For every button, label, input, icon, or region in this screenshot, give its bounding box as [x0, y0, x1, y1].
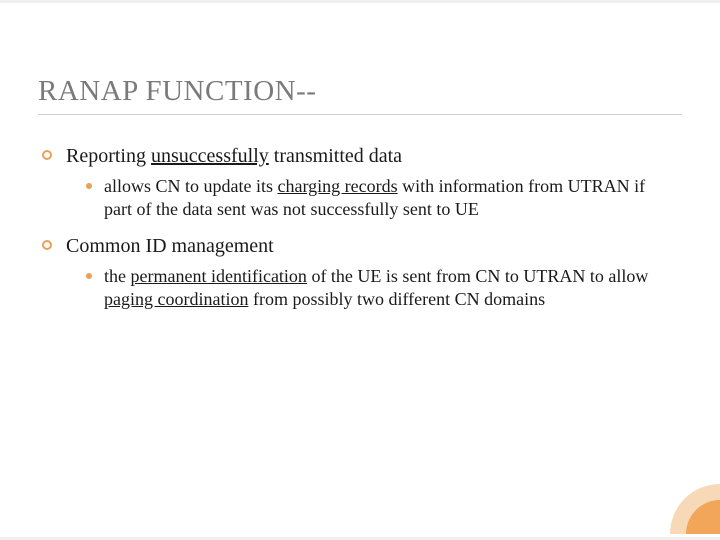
bullet-l2-text: allows CN to update its charging records…	[104, 175, 664, 221]
content-area: Reporting unsuccessfully transmitted dat…	[38, 143, 682, 311]
title-container: RANAP FUNCTION--	[38, 33, 682, 115]
bullet-l2-text: the permanent identification of the UE i…	[104, 265, 664, 311]
bullet-l1-text: Reporting unsuccessfully transmitted dat…	[66, 143, 402, 169]
bullet-l2: the permanent identification of the UE i…	[86, 265, 682, 311]
bullet-l2: allows CN to update its charging records…	[86, 175, 682, 221]
ring-bullet-icon	[42, 240, 52, 250]
dot-bullet-icon	[86, 273, 92, 279]
bullet-l1-text: Common ID management	[66, 233, 274, 259]
bullet-l1: Reporting unsuccessfully transmitted dat…	[42, 143, 682, 169]
corner-ornament	[640, 454, 720, 534]
slide: RANAP FUNCTION-- Reporting unsuccessfull…	[0, 0, 720, 540]
slide-title: RANAP FUNCTION--	[38, 75, 682, 108]
dot-bullet-icon	[86, 183, 92, 189]
ring-bullet-icon	[42, 150, 52, 160]
bullet-l1: Common ID management	[42, 233, 682, 259]
